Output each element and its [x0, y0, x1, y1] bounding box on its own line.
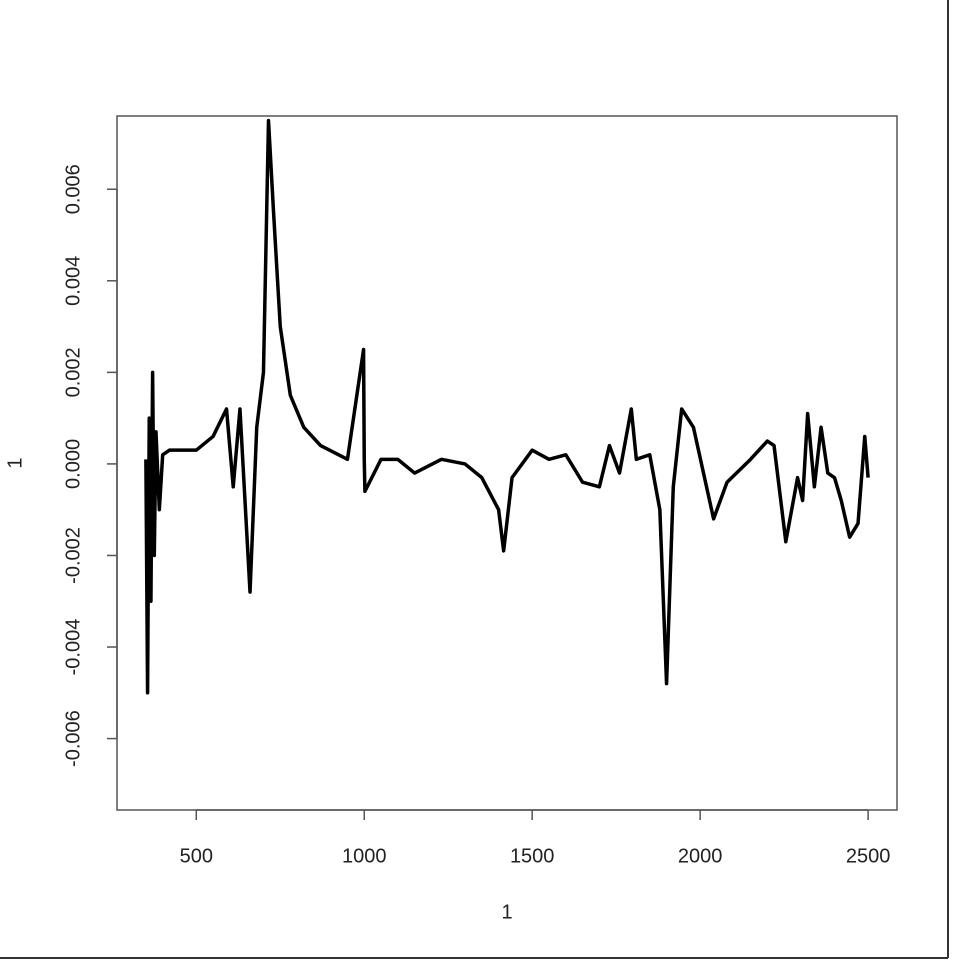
y-tick-label: 0.004: [62, 256, 84, 306]
y-tick-label: -0.002: [62, 527, 84, 584]
x-tick-label: 2500: [846, 845, 891, 867]
y-tick-label: -0.006: [62, 710, 84, 767]
x-tick-label: 500: [180, 845, 213, 867]
y-tick-label: 0.002: [62, 347, 84, 397]
y-tick-label: 0.006: [62, 164, 84, 214]
y-tick-label: 0.000: [62, 439, 84, 489]
x-tick-label: 2000: [678, 845, 723, 867]
x-axis-label: 1: [501, 901, 512, 923]
x-tick-label: 1500: [510, 845, 555, 867]
x-tick-label: 1000: [342, 845, 387, 867]
y-axis-label: 1: [4, 457, 26, 468]
y-tick-label: -0.004: [62, 619, 84, 676]
spectrum-line: [144, 118, 870, 695]
